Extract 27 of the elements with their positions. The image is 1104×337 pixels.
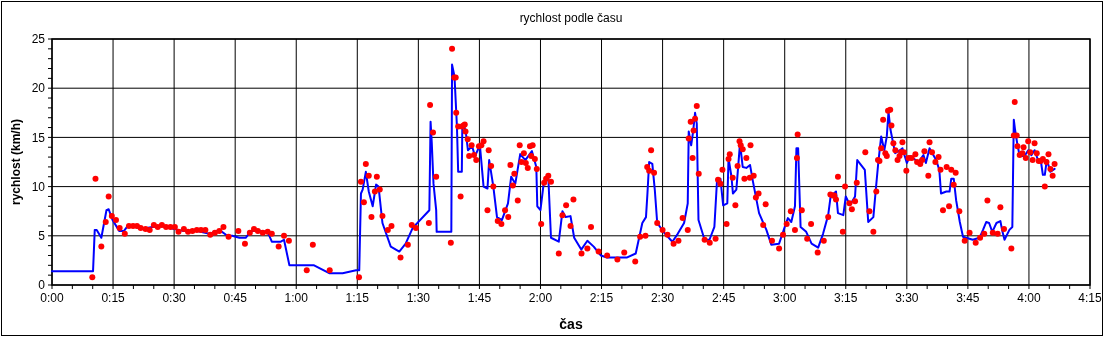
y-tick-label: 25 xyxy=(31,32,46,47)
x-tick-label: 3:45 xyxy=(956,291,980,305)
x-tick-label: 0:45 xyxy=(223,291,248,305)
x-tick-label: 2:30 xyxy=(650,291,675,305)
x-tick-label: 0:15 xyxy=(101,291,126,305)
x-tick-label: 2:15 xyxy=(589,291,614,305)
x-tick-label: 0:00 xyxy=(40,291,64,305)
x-tick-label: 3:00 xyxy=(773,291,797,305)
y-tick-label: 15 xyxy=(31,130,46,145)
y-tick-label: 0 xyxy=(38,278,46,293)
x-tick-label: 3:30 xyxy=(895,291,919,305)
x-tick-label: 4:15 xyxy=(1078,291,1102,305)
x-tick-label: 3:15 xyxy=(834,291,858,305)
x-tick-label: 1:45 xyxy=(467,291,492,305)
y-tick-label: 5 xyxy=(38,229,46,243)
x-tick-label: 2:45 xyxy=(711,291,736,305)
x-tick-label: 1:30 xyxy=(406,291,431,305)
y-tick-label: 20 xyxy=(31,81,46,96)
chart-title: rychlost podle času xyxy=(519,11,623,25)
y-axis-title: rychlost (km/h) xyxy=(9,118,23,206)
x-tick-label: 0:30 xyxy=(162,291,187,305)
x-tick-label: 4:00 xyxy=(1017,291,1041,305)
x-tick-label: 1:00 xyxy=(284,291,309,305)
x-axis-title: čas xyxy=(559,316,583,332)
x-tick-label: 2:00 xyxy=(528,291,553,305)
x-tick-label: 1:15 xyxy=(345,291,370,305)
y-tick-label: 10 xyxy=(31,179,46,194)
